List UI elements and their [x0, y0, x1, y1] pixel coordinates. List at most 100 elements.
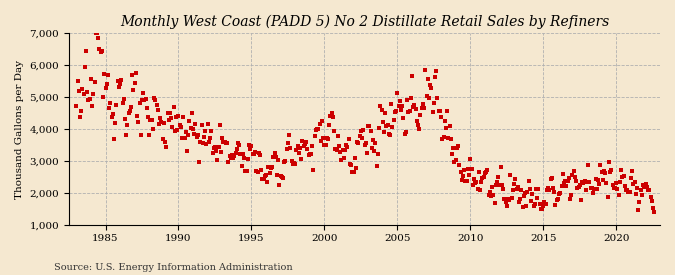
Point: [535, 207, 546, 211]
Point: [512, 185, 523, 189]
Point: [381, 124, 392, 128]
Point: [561, 184, 572, 188]
Point: [448, 146, 459, 150]
Point: [155, 116, 165, 120]
Point: [344, 137, 354, 142]
Point: [332, 134, 343, 138]
Point: [219, 139, 230, 144]
Point: [333, 144, 344, 148]
Point: [209, 146, 219, 150]
Point: [454, 163, 465, 167]
Point: [169, 129, 180, 133]
Point: [632, 185, 643, 190]
Point: [267, 164, 277, 169]
Point: [239, 155, 250, 160]
Point: [101, 82, 112, 86]
Point: [573, 185, 584, 189]
Point: [153, 108, 163, 112]
Point: [538, 204, 549, 208]
Point: [453, 144, 464, 148]
Point: [514, 200, 524, 205]
Point: [201, 141, 212, 146]
Point: [188, 127, 198, 132]
Point: [464, 173, 475, 177]
Point: [385, 133, 396, 138]
Point: [90, 31, 101, 35]
Point: [588, 191, 599, 195]
Point: [376, 108, 387, 112]
Point: [410, 106, 421, 111]
Point: [258, 177, 269, 181]
Y-axis label: Thousand Gallons per Day: Thousand Gallons per Day: [15, 60, 24, 199]
Point: [329, 128, 340, 133]
Point: [417, 102, 428, 107]
Point: [648, 206, 659, 211]
Point: [107, 112, 118, 116]
Point: [618, 174, 629, 178]
Point: [472, 187, 483, 191]
Point: [446, 137, 456, 141]
Point: [189, 132, 200, 136]
Point: [432, 96, 443, 100]
Point: [485, 190, 495, 195]
Point: [583, 163, 593, 167]
Point: [605, 170, 616, 174]
Point: [617, 175, 628, 179]
Point: [423, 77, 433, 81]
Point: [616, 168, 626, 172]
Point: [313, 126, 324, 131]
Point: [86, 76, 97, 81]
Point: [601, 181, 612, 185]
Point: [235, 152, 246, 156]
Point: [98, 95, 109, 99]
Point: [331, 148, 342, 152]
Point: [418, 106, 429, 110]
Point: [526, 199, 537, 203]
Point: [244, 143, 254, 148]
Point: [202, 122, 213, 126]
Point: [111, 103, 122, 107]
Point: [511, 187, 522, 191]
Point: [268, 155, 279, 160]
Point: [520, 191, 531, 196]
Point: [479, 175, 489, 180]
Point: [317, 119, 327, 123]
Point: [539, 200, 550, 204]
Point: [497, 183, 508, 187]
Point: [71, 104, 82, 108]
Point: [211, 149, 221, 153]
Point: [130, 71, 141, 76]
Point: [309, 134, 320, 138]
Point: [121, 133, 132, 138]
Point: [212, 158, 223, 163]
Point: [570, 175, 580, 179]
Point: [245, 147, 256, 151]
Point: [185, 126, 196, 130]
Point: [622, 187, 632, 192]
Point: [86, 104, 97, 108]
Point: [126, 105, 136, 109]
Point: [391, 108, 402, 113]
Point: [481, 170, 491, 174]
Point: [103, 73, 113, 77]
Point: [558, 172, 568, 176]
Point: [420, 67, 431, 72]
Point: [254, 153, 265, 157]
Point: [203, 139, 214, 144]
Point: [134, 100, 145, 105]
Point: [324, 122, 335, 127]
Point: [461, 179, 472, 183]
Point: [564, 196, 575, 201]
Point: [74, 114, 85, 119]
Point: [232, 147, 242, 152]
Point: [635, 188, 646, 193]
Point: [600, 171, 611, 175]
Point: [300, 141, 310, 146]
Point: [452, 146, 462, 150]
Point: [215, 150, 226, 154]
Point: [251, 169, 262, 173]
Point: [436, 115, 447, 120]
Point: [207, 151, 218, 155]
Point: [154, 121, 165, 126]
Point: [290, 162, 300, 167]
